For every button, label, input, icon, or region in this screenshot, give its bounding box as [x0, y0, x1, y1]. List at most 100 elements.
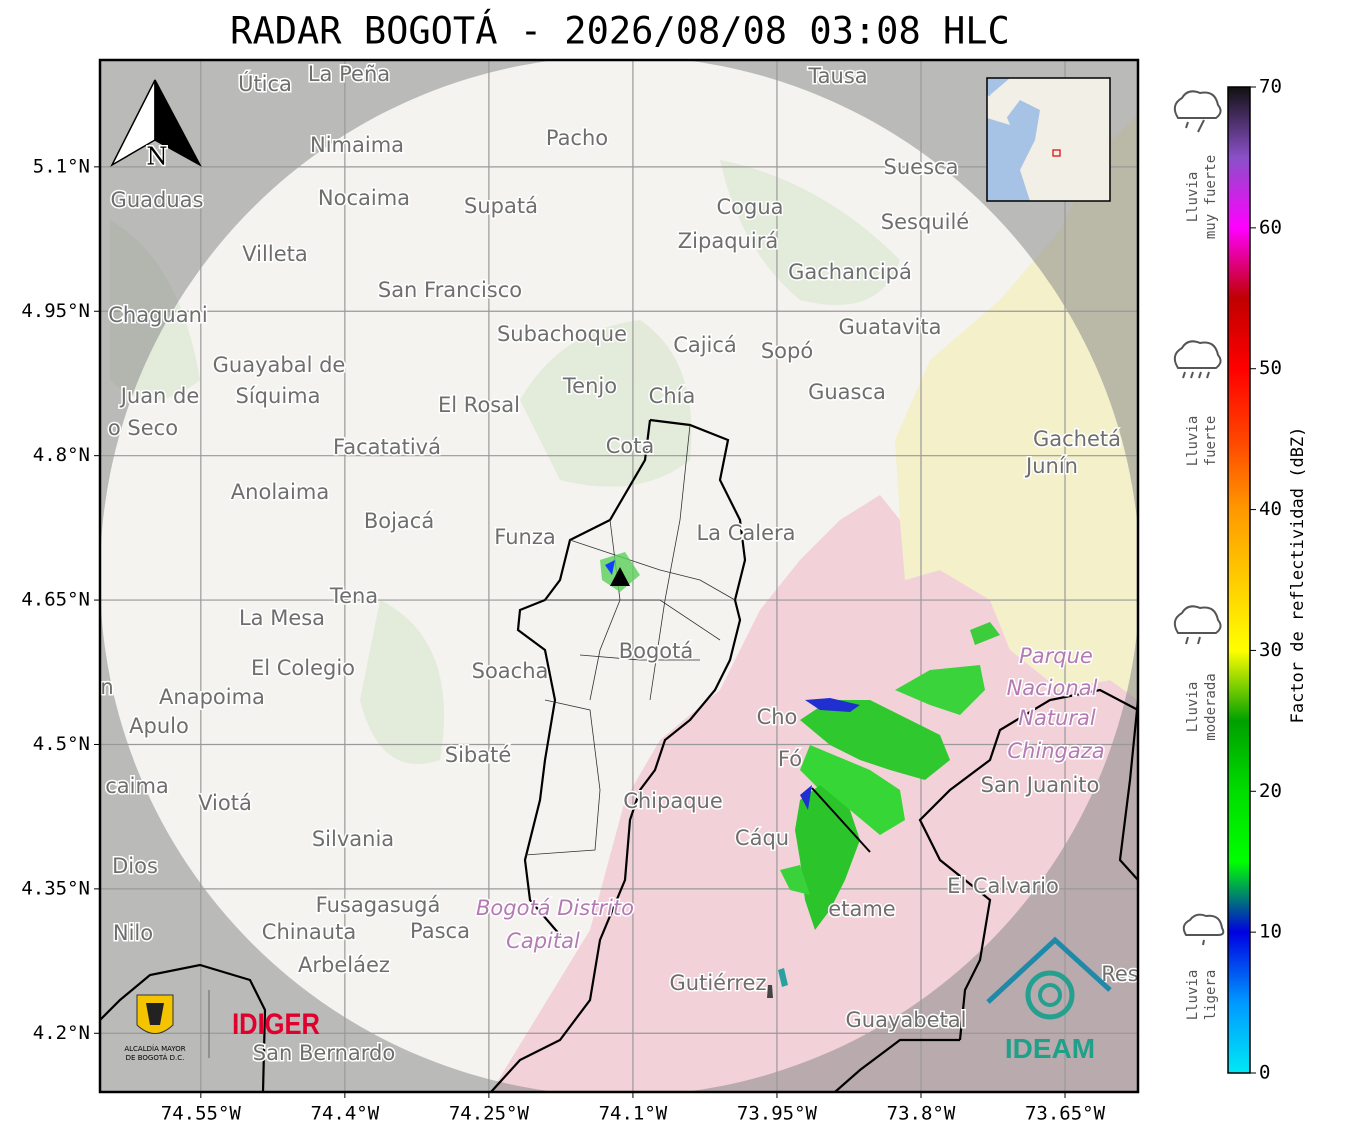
place-label: Cho	[757, 705, 798, 729]
place-label: Bogotá Distrito	[476, 896, 634, 920]
place-label: Nocaima	[318, 186, 410, 210]
alcaldia-text: ALCALDÍA MAYOR	[124, 1044, 185, 1053]
alcaldia-logo: ALCALDÍA MAYOR DE BOGOTÁ D.C.	[124, 990, 210, 1062]
place-label: Chaguani	[108, 303, 208, 327]
place-label: Nilo	[113, 921, 153, 945]
place-label: Chinauta	[262, 920, 356, 944]
place-label: Chipaque	[623, 789, 723, 813]
place-label: Guayabetal	[846, 1008, 967, 1032]
place-label: Facatativá	[333, 435, 441, 459]
place-label: Síquima	[236, 384, 321, 408]
place-label: El Colegio	[251, 656, 355, 680]
place-label: Guatavita	[839, 315, 942, 339]
place-label: Útica	[238, 71, 292, 96]
map: La Peña Útica Tausa Pacho Nimaima Guaduas Noca…	[100, 60, 1139, 1092]
place-label: Supatá	[464, 194, 538, 218]
lon-tick-label: 74.55°W	[161, 1103, 242, 1125]
place-label: Pacho	[546, 126, 608, 150]
rain-class-label: Lluvia	[1185, 172, 1201, 223]
localities	[524, 424, 736, 856]
rain-class-label: Lluvia	[1185, 970, 1201, 1021]
alcaldia-text: DE BOGOTÁ D.C.	[126, 1053, 185, 1062]
place-label: Cáqu	[735, 826, 789, 850]
place-label: Cogua	[716, 195, 783, 219]
colorbar-ticks: 0 10 20 30 40 50 60 70	[1250, 76, 1282, 1084]
title: RADAR BOGOTÁ - 2026/08/08 03:08 HLC	[230, 9, 1010, 53]
place-label: San Juanito	[981, 773, 1100, 797]
place-label: Funza	[494, 525, 555, 549]
place-labels: La Peña Útica Tausa Pacho Nimaima Guaduas Noca…	[100, 61, 1139, 1067]
colorbar-tick-label: 70	[1259, 76, 1282, 98]
place-label: Tena	[329, 584, 378, 608]
radar-echoes	[600, 552, 1000, 998]
place-label: Sibaté	[445, 743, 512, 767]
boundaries	[100, 418, 1138, 1092]
idiger-logo: IDIGER	[232, 1007, 320, 1040]
place-label: La Mesa	[239, 606, 325, 630]
place-label: o Seco	[108, 416, 178, 440]
place-label: Parque	[1019, 644, 1093, 668]
place-label: Viotá	[198, 791, 252, 815]
colorbar-tick-label: 50	[1259, 357, 1282, 379]
place-label: Juan de	[119, 384, 200, 408]
place-label: Soacha	[472, 659, 549, 683]
place-label: Subachoque	[497, 322, 627, 346]
place-label: Gachetá	[1033, 427, 1121, 451]
map-frame	[98, 58, 1140, 1094]
lat-tick-label: 4.8°N	[33, 444, 90, 466]
place-label: Cota	[606, 434, 655, 458]
place-label: Zipaquirá	[678, 229, 778, 253]
place-label: El Rosal	[438, 393, 520, 417]
lat-tick-label: 4.5°N	[33, 733, 90, 755]
place-label: Tenjo	[562, 374, 617, 398]
place-label: n	[100, 675, 113, 699]
lon-tick-label: 74.25°W	[449, 1103, 530, 1125]
place-label: Bojacá	[364, 509, 434, 533]
radar-site	[610, 567, 630, 586]
rain-icons	[1173, 90, 1225, 936]
colorbar-tick-label: 10	[1259, 921, 1282, 943]
inset-map	[986, 77, 1111, 202]
place-label: Suesca	[884, 155, 959, 179]
place-label: Silvania	[312, 827, 394, 851]
colorbar-tick-label: 30	[1259, 639, 1282, 661]
place-label: La Peña	[308, 62, 390, 86]
place-label: San Francisco	[378, 278, 522, 302]
ideam-text: IDEAM	[1005, 1033, 1095, 1064]
north-label: N	[147, 143, 168, 171]
lat-tick-label: 4.35°N	[21, 877, 90, 899]
place-label: Apulo	[129, 714, 189, 738]
place-label: Arbeláez	[298, 953, 390, 977]
lat-tick-label: 4.95°N	[21, 300, 90, 322]
colorbar	[1227, 86, 1251, 1074]
rain-class-label: Lluvia	[1185, 416, 1201, 467]
place-label: Natural	[1018, 706, 1096, 730]
place-label: Chingaza	[1007, 739, 1104, 763]
colorbar-tick-label: 0	[1259, 1062, 1270, 1084]
place-label: Fó	[778, 747, 802, 771]
place-label: caima	[105, 774, 169, 798]
lat-tick-label: 5.1°N	[33, 155, 90, 177]
rain-class-label: fuerte	[1203, 416, 1219, 467]
place-label: Bogotá	[619, 639, 694, 663]
colorbar-tick-label: 40	[1259, 498, 1282, 520]
place-label: Nacional	[1007, 676, 1098, 700]
place-label: La Calera	[696, 521, 795, 545]
place-label: Tausa	[807, 64, 867, 88]
colorbar-tick-label: 20	[1259, 780, 1282, 802]
rain-class-label: ligera	[1203, 970, 1219, 1021]
lon-tick-label: 73.65°W	[1025, 1103, 1106, 1125]
place-label: Gachancipá	[788, 260, 912, 284]
lon-tick-label: 74.1°W	[599, 1103, 668, 1125]
lon-tick-label: 74.4°W	[311, 1103, 380, 1125]
place-label: Dios	[112, 854, 158, 878]
place-label: El Calvario	[947, 874, 1059, 898]
north-arrow: N	[110, 79, 202, 172]
lon-tick-label: 73.95°W	[737, 1103, 818, 1125]
place-label: Res	[1101, 962, 1139, 986]
place-label: Sopó	[761, 339, 813, 363]
place-label: Capital	[506, 929, 580, 953]
place-label: Guayabal de	[213, 353, 346, 377]
